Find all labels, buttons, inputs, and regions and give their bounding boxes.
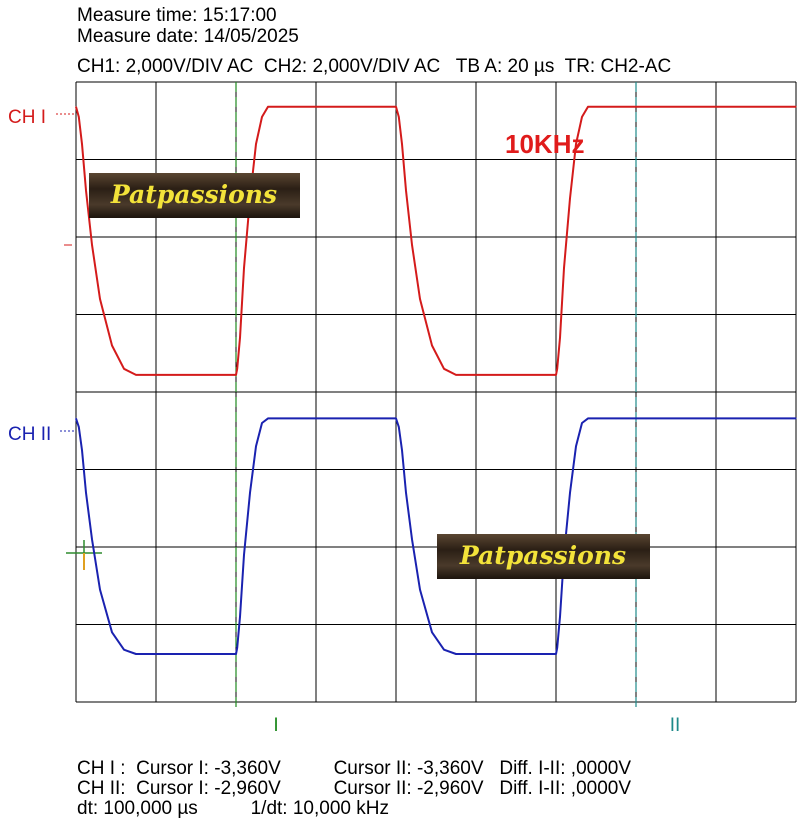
measure-time: Measure time: 15:17:00 [77,5,277,26]
data-point-ch2 [581,422,583,424]
data-point-ch2 [243,554,245,556]
data-point-ch1 [235,374,237,376]
data-point-ch1 [419,298,421,300]
data-point-ch1 [239,337,241,339]
data-point-ch2 [635,417,637,419]
data-point-ch1 [401,143,403,145]
data-point-ch2 [405,492,407,494]
data-point-ch1 [111,344,113,347]
data-point-ch2 [236,647,238,649]
measure-date: Measure date: 14/05/2025 [77,26,299,47]
data-point-ch1 [559,337,561,339]
data-point-ch2 [443,649,445,651]
data-point-ch2 [411,538,413,540]
waveform-traces [75,105,797,655]
data-point-ch2 [78,426,80,428]
data-point-ch1 [455,374,457,376]
data-point-ch1 [795,106,797,108]
data-point-ch1 [315,106,317,108]
data-point-ch2 [99,589,101,591]
data-point-ch2 [239,616,241,618]
watermark-logo: Patpassions [437,534,650,579]
data-point-ch1 [255,143,257,145]
data-point-ch1 [443,368,445,370]
data-point-ch2 [555,653,557,655]
data-point-ch2 [315,417,317,419]
watermark-logo: Patpassions [89,173,300,218]
data-point-ch2 [559,616,561,618]
level-markers [56,113,102,570]
ch2-cursor-readout: CH II: Cursor I: -2,960V Cursor II: -2,9… [77,778,632,799]
data-point-ch1 [243,267,245,269]
data-point-ch2 [75,417,77,419]
data-point-ch1 [398,116,400,118]
watermark-text-1: Patpassions [110,180,277,209]
data-point-ch2 [135,653,137,655]
data-point-ch1 [587,106,589,108]
data-point-ch1 [78,116,80,118]
data-point-ch1 [635,106,637,108]
data-point-ch1 [575,143,577,145]
data-point-ch1 [135,374,137,376]
data-point-ch2 [575,445,577,447]
watermark-text-2: Patpassions [459,541,626,570]
data-point-ch1 [99,298,101,300]
data-point-ch1 [75,106,77,108]
data-point-ch2 [556,647,558,649]
data-point-ch2 [123,649,125,651]
data-point-ch2 [398,426,400,428]
data-point-ch1 [123,368,125,370]
ch2-label: CH II [8,424,51,445]
data-point-ch2 [431,631,433,633]
cursor-1-label: I [273,715,278,736]
data-point-ch1 [91,244,93,246]
data-point-ch1 [569,197,571,199]
data-point-ch1 [85,189,87,192]
frequency-annotation: 10KHz [505,129,584,159]
ch1-cursor-readout: CH I : Cursor I: -3,360V Cursor II: -3,3… [77,758,632,779]
data-point-ch2 [235,653,237,655]
dt-readout: dt: 100,000 µs 1/dt: 10,000 kHz [77,798,389,819]
data-point-ch1 [267,106,269,108]
data-point-ch2 [249,492,251,494]
data-point-ch1 [395,106,397,108]
data-point-ch1 [431,344,433,347]
data-point-ch2 [795,417,797,419]
data-point-ch1 [405,189,407,192]
data-point-ch2 [85,492,87,494]
data-point-ch2 [261,422,263,424]
data-point-ch1 [581,116,583,118]
data-point-ch2 [715,417,717,419]
data-point-ch2 [587,417,589,419]
data-point-ch2 [111,631,113,633]
data-point-ch2 [81,449,83,451]
data-point-ch2 [255,445,257,447]
data-point-ch1 [81,143,83,145]
data-point-ch2 [455,653,457,655]
data-point-ch1 [411,244,413,246]
data-point-ch1 [236,368,238,370]
data-point-ch2 [91,538,93,540]
trace-ch2 [75,417,796,655]
channel-settings: CH1: 2,000V/DIV AC CH2: 2,000V/DIV AC TB… [77,56,672,77]
data-point-ch1 [563,267,565,269]
cursor-2-label: II [670,715,681,736]
data-point-ch2 [267,417,269,419]
data-point-ch2 [401,449,403,451]
data-point-ch1 [261,116,263,118]
data-point-ch1 [555,374,557,376]
data-point-ch2 [569,492,571,494]
ch1-label: CH I [8,107,46,128]
data-point-ch2 [419,589,421,591]
data-point-ch1 [715,106,717,108]
data-point-ch2 [395,417,397,419]
data-point-ch1 [556,368,558,370]
trace-ch1 [75,105,796,376]
